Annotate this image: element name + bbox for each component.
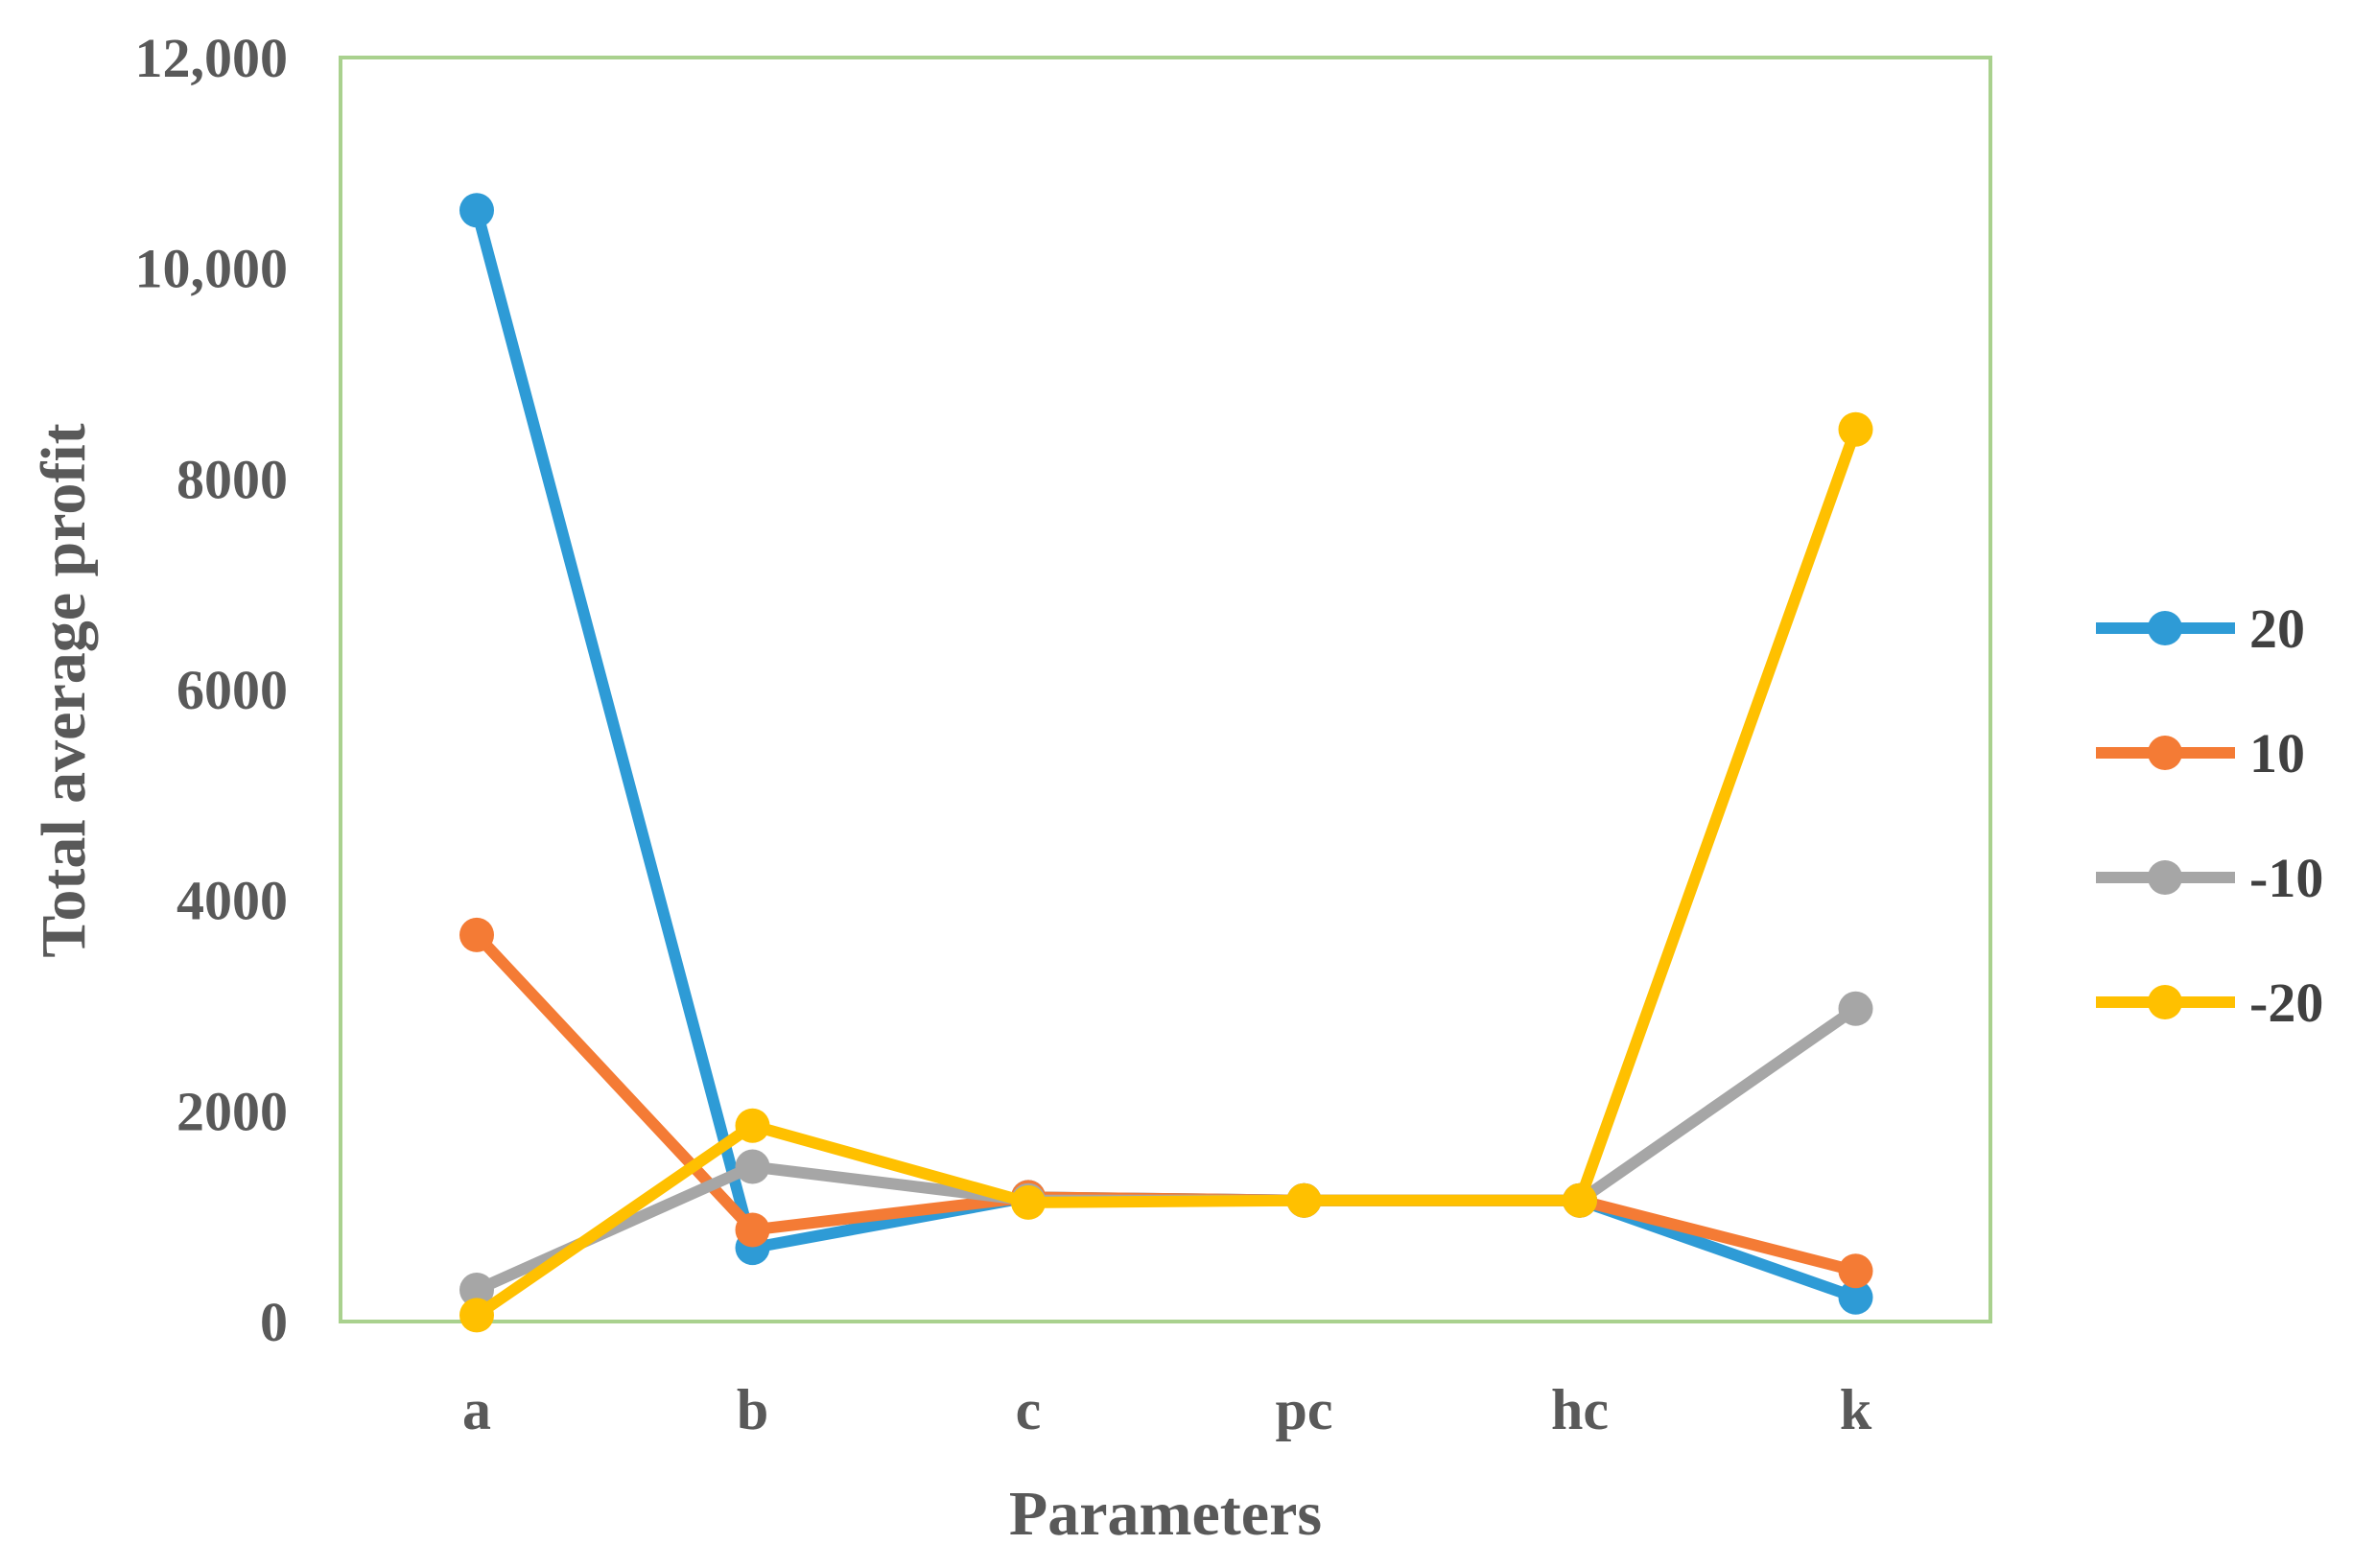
x-axis-title: Parameters xyxy=(1009,1479,1322,1549)
data-point xyxy=(459,193,494,228)
y-tick-label: 2000 xyxy=(176,1080,288,1142)
y-tick-label: 10,000 xyxy=(135,238,289,300)
y-tick-label: 6000 xyxy=(176,659,288,721)
y-tick-label: 4000 xyxy=(176,870,288,932)
legend-label: 20 xyxy=(2249,597,2305,660)
data-point xyxy=(1838,1279,1873,1315)
data-point xyxy=(1011,1184,1046,1220)
y-tick-label: 8000 xyxy=(176,448,288,510)
y-axis-ticks: 0 2000 4000 6000 8000 10,000 12,000 xyxy=(135,27,289,1353)
data-point xyxy=(1838,1253,1873,1289)
legend-label: -10 xyxy=(2249,847,2323,909)
legend-swatch-marker xyxy=(2148,736,2182,770)
x-tick-label: b xyxy=(737,1378,768,1441)
data-point xyxy=(1286,1182,1322,1218)
y-tick-label: 0 xyxy=(260,1291,288,1353)
data-point xyxy=(1838,991,1873,1026)
x-tick-label: hc xyxy=(1551,1378,1609,1441)
legend-label: 10 xyxy=(2249,722,2305,784)
legend: 20 10 -10 -20 xyxy=(2096,597,2323,1034)
data-point xyxy=(459,917,494,952)
legend-swatch-marker xyxy=(2148,860,2182,895)
series-line xyxy=(471,208,1858,1303)
series-line xyxy=(473,427,1862,1321)
legend-item: -20 xyxy=(2096,971,2323,1034)
data-point xyxy=(459,1298,494,1333)
series--20 xyxy=(459,411,1873,1333)
x-tick-label: k xyxy=(1840,1378,1872,1441)
y-axis-title: Total average profit xyxy=(29,423,99,957)
legend-swatch-marker xyxy=(2148,985,2182,1019)
data-point xyxy=(459,1273,494,1308)
x-tick-label: c xyxy=(1016,1378,1042,1441)
x-axis-ticks: a b c pc hc k xyxy=(462,1378,1872,1441)
data-point xyxy=(735,1212,770,1248)
data-point xyxy=(735,1108,770,1143)
legend-label: -20 xyxy=(2249,971,2323,1034)
data-point xyxy=(735,1149,770,1184)
x-tick-label: pc xyxy=(1276,1378,1333,1441)
legend-item: 20 xyxy=(2096,597,2305,660)
series-layer xyxy=(459,193,1873,1333)
legend-swatch-marker xyxy=(2148,611,2182,645)
data-point xyxy=(1838,411,1873,447)
plot-area-frame xyxy=(339,56,1992,1323)
data-point xyxy=(1563,1182,1597,1218)
legend-item: 10 xyxy=(2096,722,2305,784)
x-tick-label: a xyxy=(462,1378,491,1441)
legend-item: -10 xyxy=(2096,847,2323,909)
y-tick-label: 12,000 xyxy=(135,27,289,89)
